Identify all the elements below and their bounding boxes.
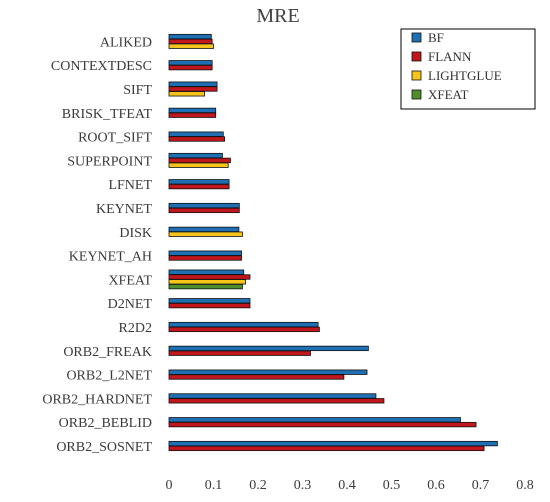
bars-layer bbox=[168, 33, 498, 452]
bar-bf-root_sift bbox=[168, 131, 224, 137]
bar-bf-d2net bbox=[168, 298, 251, 304]
category-label: LFNET bbox=[108, 178, 152, 193]
bar-bf-superpoint bbox=[168, 152, 223, 159]
category-label: DISK bbox=[119, 226, 152, 241]
bar-bf-disk bbox=[168, 226, 240, 233]
category-label: R2D2 bbox=[119, 321, 152, 336]
legend: BF FLANN LIGHTGLUE XFEAT bbox=[400, 28, 536, 110]
legend-box bbox=[400, 28, 536, 110]
bar-flann-orb2_freak bbox=[168, 350, 311, 356]
category-label: BRISK_TFEAT bbox=[62, 107, 153, 122]
category-label: ORB2_HARDNET bbox=[42, 392, 152, 407]
bar-flann-sift bbox=[168, 86, 218, 92]
bar-flann-superpoint bbox=[168, 157, 231, 164]
bar-flann-orb2_beblid bbox=[168, 421, 477, 428]
bar-flann-orb2_hardnet bbox=[168, 398, 385, 404]
bar-xfeat-xfeat bbox=[168, 283, 243, 290]
legend-swatch-lightglue bbox=[411, 70, 422, 81]
bar-flann-aliked bbox=[168, 38, 213, 45]
bar-lightglue-disk bbox=[168, 231, 243, 237]
x-tick-label: 0.3 bbox=[294, 478, 312, 493]
category-label: SUPERPOINT bbox=[67, 154, 152, 169]
x-tick-label: 0 bbox=[166, 478, 173, 493]
bar-bf-xfeat bbox=[168, 269, 245, 275]
bar-bf-keynet bbox=[168, 202, 240, 209]
x-tick-label: 0.2 bbox=[249, 478, 267, 493]
bar-bf-orb2_beblid bbox=[168, 417, 461, 423]
x-tick-label: 0.8 bbox=[516, 478, 534, 493]
bar-flann-keynet bbox=[168, 207, 240, 214]
x-tick-label: 0.7 bbox=[472, 478, 490, 493]
category-label: ORB2_FREAK bbox=[63, 345, 152, 360]
category-labels: ALIKED CONTEXTDESC SIFT BRISK_TFEAT ROOT_SIF… bbox=[42, 35, 152, 455]
bar-bf-aliked bbox=[168, 33, 212, 40]
legend-swatch-xfeat bbox=[411, 89, 422, 100]
category-label: KEYNET_AH bbox=[69, 250, 152, 265]
category-label: ORB2_L2NET bbox=[66, 369, 152, 384]
category-label: ALIKED bbox=[100, 35, 152, 50]
bar-bf-orb2_hardnet bbox=[168, 393, 377, 399]
category-label: ORB2_BEBLID bbox=[59, 416, 152, 431]
x-tick-label: 0.4 bbox=[338, 478, 356, 493]
bar-bf-r2d2 bbox=[168, 321, 319, 328]
bar-flann-r2d2 bbox=[168, 326, 320, 333]
x-tick-label: 0.5 bbox=[383, 478, 401, 493]
bar-lightglue-xfeat bbox=[168, 279, 246, 285]
x-tick-label: 0.1 bbox=[205, 478, 223, 493]
legend-swatch-bf bbox=[411, 32, 422, 43]
bar-lightglue-aliked bbox=[168, 43, 214, 49]
bar-bf-orb2_l2net bbox=[168, 369, 368, 375]
bar-flann-brisk_tfeat bbox=[168, 112, 217, 118]
bar-bf-contextdesc bbox=[168, 60, 213, 66]
category-label: KEYNET bbox=[96, 202, 152, 217]
bar-bf-brisk_tfeat bbox=[168, 107, 217, 114]
bar-bf-orb2_freak bbox=[168, 345, 369, 352]
bar-lightglue-sift bbox=[168, 91, 205, 97]
bar-flann-contextdesc bbox=[168, 64, 213, 71]
legend-label-xfeat: XFEAT bbox=[428, 87, 469, 102]
bar-flann-root_sift bbox=[168, 136, 226, 142]
category-label: XFEAT bbox=[108, 273, 152, 288]
bar-flann-orb2_l2net bbox=[168, 374, 345, 380]
category-label: ROOT_SIFT bbox=[78, 131, 152, 146]
category-label: SIFT bbox=[123, 83, 152, 98]
bar-lightglue-superpoint bbox=[168, 162, 229, 168]
bar-bf-lfnet bbox=[168, 179, 230, 185]
x-axis-ticks: 0 0.1 0.2 0.3 0.4 0.5 0.6 0.7 0.8 bbox=[166, 478, 534, 493]
bar-bf-sift bbox=[168, 81, 218, 87]
bar-flann-d2net bbox=[168, 302, 251, 309]
bar-flann-xfeat bbox=[168, 274, 251, 280]
bar-bf-keynet_ah bbox=[168, 250, 242, 256]
bar-flann-keynet_ah bbox=[168, 255, 242, 261]
legend-label-lightglue: LIGHTGLUE bbox=[428, 68, 502, 83]
category-label: CONTEXTDESC bbox=[51, 59, 152, 74]
category-label: ORB2_SOSNET bbox=[56, 440, 152, 455]
bar-flann-orb2_sosnet bbox=[168, 445, 485, 452]
legend-label-flann: FLANN bbox=[428, 49, 472, 64]
legend-label-bf: BF bbox=[428, 30, 444, 45]
chart-title: MRE bbox=[256, 5, 299, 27]
legend-swatch-flann bbox=[411, 51, 422, 62]
category-label: D2NET bbox=[108, 297, 153, 312]
bar-bf-orb2_sosnet bbox=[168, 440, 498, 447]
x-tick-label: 0.6 bbox=[427, 478, 445, 493]
bar-flann-lfnet bbox=[168, 183, 230, 190]
